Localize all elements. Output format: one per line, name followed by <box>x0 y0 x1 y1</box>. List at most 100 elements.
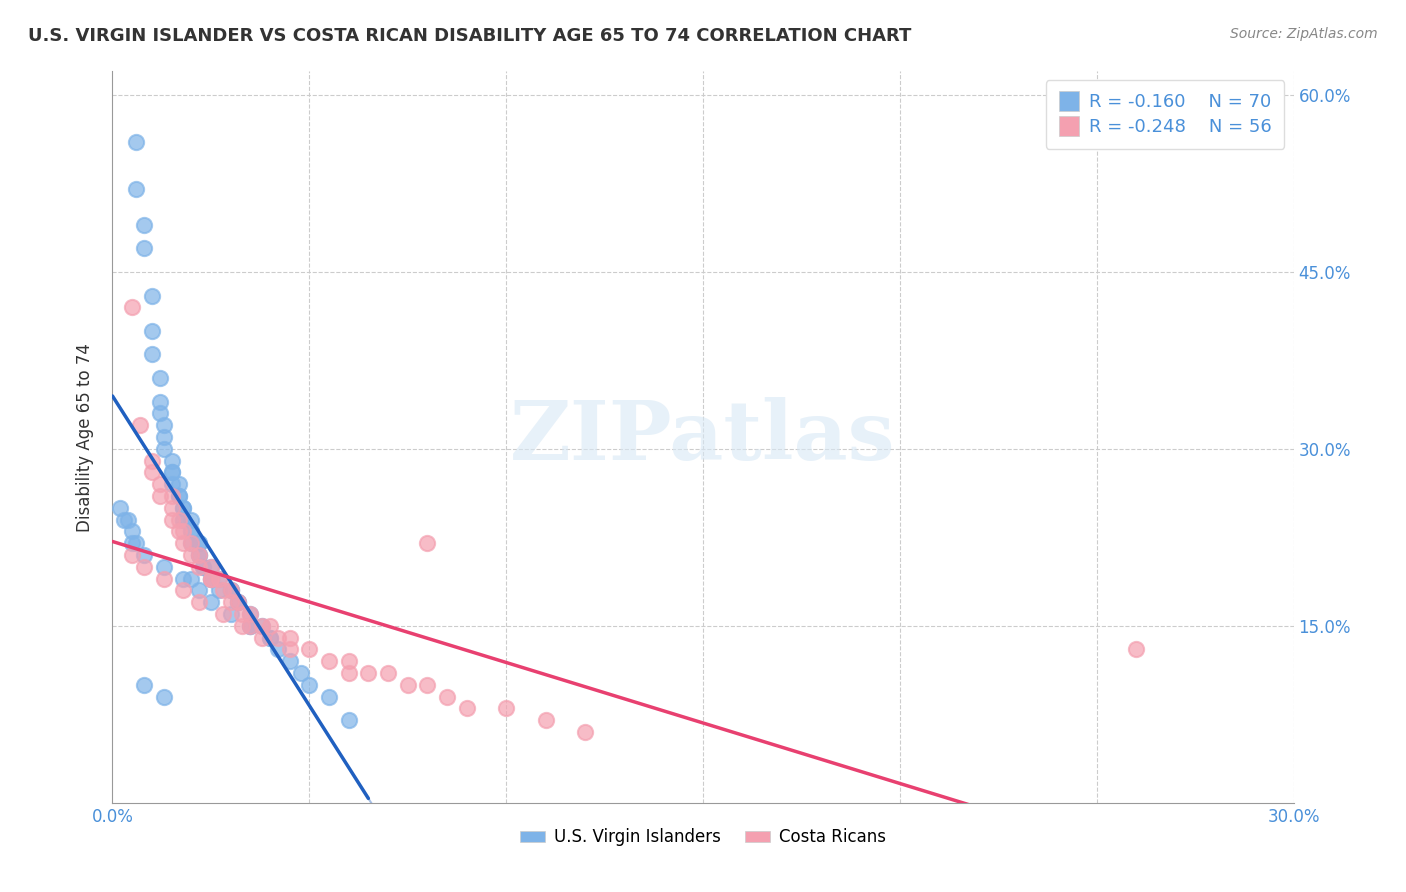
Point <box>132 678 155 692</box>
Point <box>416 678 439 692</box>
Point <box>180 548 202 562</box>
Point <box>121 524 143 539</box>
Point <box>1125 642 1147 657</box>
Point <box>208 572 231 586</box>
Point <box>152 572 174 586</box>
Point <box>278 642 301 657</box>
Point <box>125 536 148 550</box>
Point <box>239 607 262 621</box>
Point <box>250 619 273 633</box>
Point <box>219 583 242 598</box>
Point <box>267 642 290 657</box>
Point <box>152 690 174 704</box>
Point <box>149 477 172 491</box>
Point <box>211 607 233 621</box>
Point <box>318 654 340 668</box>
Point <box>117 513 139 527</box>
Point <box>172 572 194 586</box>
Point <box>278 654 301 668</box>
Point <box>231 619 253 633</box>
Point <box>152 430 174 444</box>
Point <box>239 607 262 621</box>
Point <box>298 642 321 657</box>
Point <box>121 301 143 315</box>
Point <box>574 725 596 739</box>
Point <box>208 572 231 586</box>
Point <box>172 500 194 515</box>
Point <box>141 347 163 361</box>
Point <box>132 548 155 562</box>
Point <box>180 572 202 586</box>
Point <box>121 536 143 550</box>
Point <box>259 631 281 645</box>
Point <box>495 701 517 715</box>
Point <box>188 548 211 562</box>
Point <box>121 548 143 562</box>
Point <box>169 489 191 503</box>
Point <box>152 418 174 433</box>
Point <box>228 595 250 609</box>
Point <box>231 607 253 621</box>
Point <box>129 418 152 433</box>
Point <box>250 631 273 645</box>
Point <box>298 678 321 692</box>
Point <box>149 371 172 385</box>
Point <box>180 524 202 539</box>
Legend: R = -0.160    N = 70, R = -0.248    N = 56: R = -0.160 N = 70, R = -0.248 N = 56 <box>1046 80 1285 149</box>
Point <box>377 666 399 681</box>
Point <box>200 559 222 574</box>
Point <box>239 619 262 633</box>
Point <box>219 583 242 598</box>
Point <box>160 453 183 467</box>
Point <box>200 572 222 586</box>
Point <box>337 666 360 681</box>
Point <box>191 559 214 574</box>
Point <box>160 477 183 491</box>
Point <box>160 466 183 480</box>
Point <box>172 500 194 515</box>
Point <box>318 690 340 704</box>
Point <box>180 524 202 539</box>
Point <box>200 572 222 586</box>
Text: U.S. VIRGIN ISLANDER VS COSTA RICAN DISABILITY AGE 65 TO 74 CORRELATION CHART: U.S. VIRGIN ISLANDER VS COSTA RICAN DISA… <box>28 27 911 45</box>
Point <box>219 607 242 621</box>
Point <box>456 701 478 715</box>
Point <box>180 536 202 550</box>
Point <box>259 619 281 633</box>
Point <box>172 536 194 550</box>
Point <box>160 513 183 527</box>
Point <box>239 619 262 633</box>
Point <box>239 619 262 633</box>
Point <box>141 324 163 338</box>
Point <box>152 442 174 456</box>
Point <box>188 548 211 562</box>
Point <box>228 595 250 609</box>
Point <box>169 513 191 527</box>
Point <box>125 135 148 149</box>
Point <box>132 218 155 232</box>
Y-axis label: Disability Age 65 to 74: Disability Age 65 to 74 <box>76 343 94 532</box>
Point <box>219 583 242 598</box>
Point <box>200 595 222 609</box>
Point <box>132 241 155 255</box>
Text: Source: ZipAtlas.com: Source: ZipAtlas.com <box>1230 27 1378 41</box>
Point <box>191 559 214 574</box>
Point <box>200 559 222 574</box>
Point <box>188 595 211 609</box>
Point <box>180 536 202 550</box>
Point <box>267 631 290 645</box>
Text: ZIPatlas: ZIPatlas <box>510 397 896 477</box>
Point <box>337 654 360 668</box>
Point <box>169 524 191 539</box>
Point <box>160 466 183 480</box>
Point <box>357 666 380 681</box>
Point <box>188 559 211 574</box>
Point <box>160 500 183 515</box>
Point <box>141 466 163 480</box>
Point <box>200 572 222 586</box>
Point <box>141 288 163 302</box>
Point <box>188 583 211 598</box>
Point <box>416 536 439 550</box>
Point <box>211 583 233 598</box>
Point <box>290 666 312 681</box>
